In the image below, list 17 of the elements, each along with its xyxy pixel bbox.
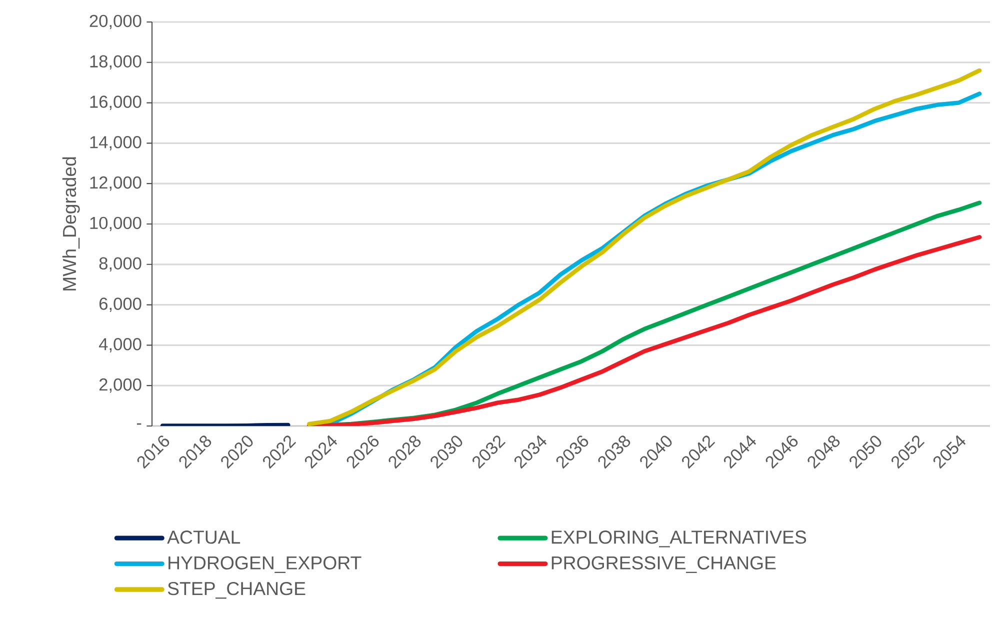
y-tick-label: 20,000	[90, 14, 142, 30]
legend-label: PROGRESSIVE_CHANGE	[552, 556, 776, 573]
y-tick-label: 10,000	[90, 216, 142, 232]
y-tick-label: 2,000	[99, 378, 142, 393]
y-axis-title: MWh_Degraded	[62, 157, 80, 290]
legend-label: HYDROGEN_EXPORT	[168, 556, 362, 573]
y-tick-label: 6,000	[99, 298, 142, 312]
y-tick-label: 16,000	[90, 96, 142, 110]
legend-label: STEP_CHANGE	[168, 582, 306, 599]
y-tick-label: 12,000	[90, 176, 142, 191]
y-tick-label: 8,000	[99, 257, 142, 272]
y-tick-label: 18,000	[90, 55, 142, 70]
y-tick-label: 14,000	[90, 136, 142, 150]
legend-label: ACTUAL	[167, 530, 240, 544]
y-tick-label: -	[136, 423, 142, 425]
legend-label: EXPLORING_ALTERNATIVES	[552, 530, 806, 548]
y-tick-label: 4,000	[98, 338, 142, 352]
